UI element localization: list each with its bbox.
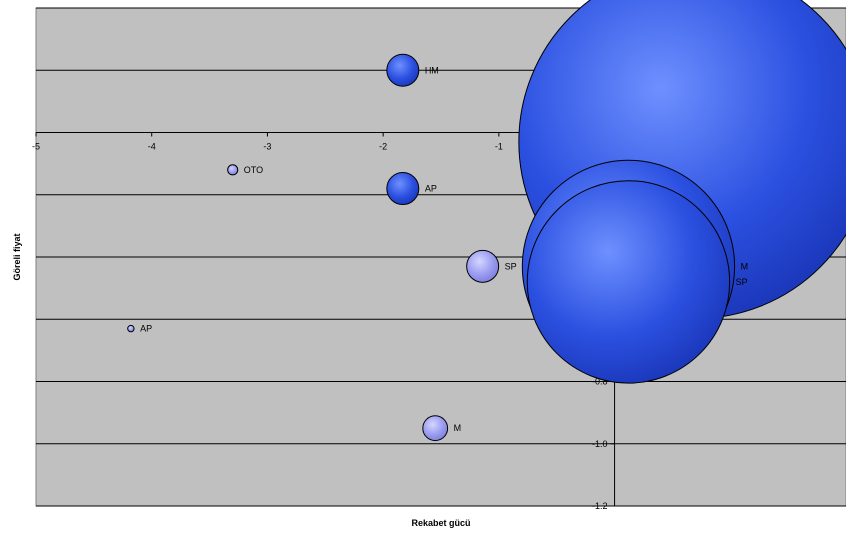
bubble-label: M — [741, 261, 749, 271]
bubble-sp — [526, 180, 731, 384]
bubble-label: OTO — [244, 165, 263, 175]
bubble-m — [422, 415, 449, 442]
bubble-label: M — [454, 423, 462, 433]
x-tick-label: -1 — [495, 142, 503, 152]
y-axis-title: Göreli fiyat — [12, 233, 22, 280]
y-tick-label: -1.2 — [592, 501, 608, 511]
x-tick-label: -2 — [379, 142, 387, 152]
bubble-label: SP — [736, 277, 748, 287]
x-tick-label: -5 — [32, 142, 40, 152]
bubble-ap — [386, 172, 420, 206]
bubble-hm — [386, 53, 420, 87]
bubble-ap — [127, 324, 135, 333]
bubble-label: SP — [505, 261, 517, 271]
bubble-label: AP — [140, 324, 152, 334]
bubble-label: HM — [425, 65, 439, 75]
y-tick-label: -0.8 — [592, 377, 608, 387]
x-tick-label: -4 — [148, 142, 156, 152]
x-axis-title: Rekabet gücü — [411, 518, 470, 528]
bubble-oto — [227, 164, 239, 176]
y-tick-label: -1.0 — [592, 439, 608, 449]
x-tick-label: -3 — [263, 142, 271, 152]
bubble-label: AP — [425, 184, 437, 194]
bubble-sp — [466, 249, 500, 283]
